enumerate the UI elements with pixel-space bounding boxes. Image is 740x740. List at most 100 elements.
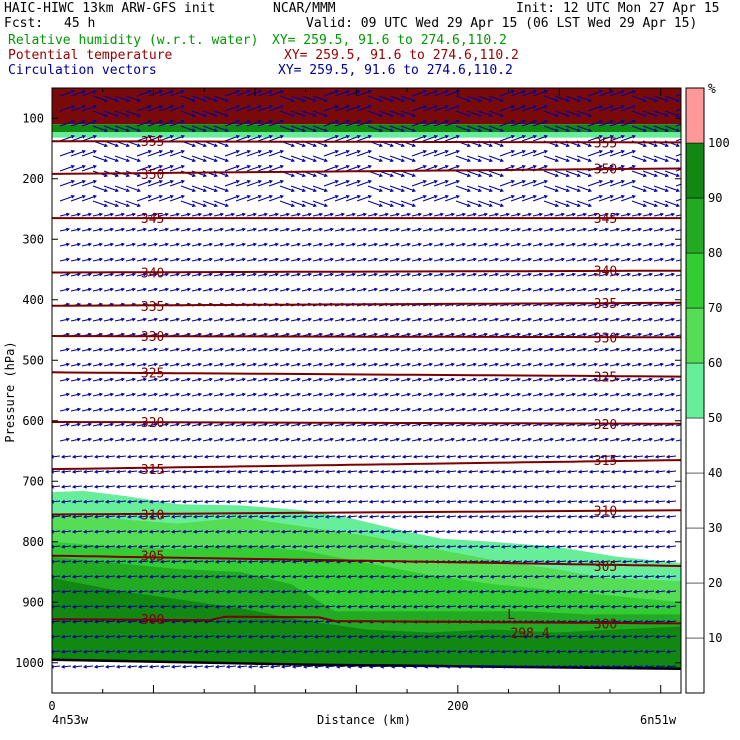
wind-vector-head <box>582 272 588 277</box>
wind-vector <box>114 213 125 217</box>
wind-vector <box>565 333 576 337</box>
wind-vector-head <box>401 484 406 489</box>
wind-vector-head <box>395 212 401 217</box>
wind-vector <box>609 303 620 307</box>
wind-vector-head <box>307 347 313 352</box>
wind-vector-head <box>131 422 137 427</box>
wind-vector-head <box>191 113 196 117</box>
wind-vector <box>116 455 127 458</box>
wind-vector-head <box>373 227 379 232</box>
wind-vector <box>270 635 281 638</box>
wind-vector <box>270 515 281 518</box>
wind-vector <box>270 650 281 653</box>
wind-vector-head <box>202 158 207 162</box>
wind-vector-head <box>208 287 214 292</box>
wind-vector-head <box>626 332 632 337</box>
wind-vector <box>631 408 642 412</box>
theta-label-330: 330 <box>594 331 617 346</box>
wind-vector <box>554 348 565 352</box>
wind-vector-head <box>554 143 559 147</box>
wind-vector <box>125 438 136 442</box>
wind-vector-head <box>461 212 467 217</box>
wind-vector <box>380 605 391 608</box>
wind-vector-head <box>653 158 658 162</box>
wind-vector-head <box>654 634 659 639</box>
wind-vector-head <box>235 135 240 139</box>
wind-vector-head <box>296 407 302 412</box>
wind-vector-head <box>197 257 203 262</box>
wind-vector-head <box>313 544 318 549</box>
wind-vector-head <box>87 347 93 352</box>
wind-vector <box>565 348 576 352</box>
wind-vector-head <box>483 212 489 217</box>
wind-vector <box>83 545 94 548</box>
wind-vector <box>61 650 72 653</box>
wind-vector-head <box>604 287 610 292</box>
wind-vector <box>72 635 83 638</box>
wind-vector <box>466 155 482 162</box>
wind-vector-head <box>362 377 368 382</box>
wind-vector <box>314 665 325 668</box>
wind-vector-head <box>626 362 632 367</box>
wind-vector <box>158 363 169 367</box>
wind-vector-head <box>345 180 350 184</box>
wind-vector-head <box>423 469 428 474</box>
wind-vector-head <box>412 514 417 519</box>
wind-vector-head <box>445 649 450 654</box>
wind-vector-head <box>208 347 214 352</box>
wind-vector-head <box>60 604 65 609</box>
wind-vector <box>521 408 532 412</box>
colorbar-swatch <box>685 637 705 694</box>
wind-vector <box>136 423 147 427</box>
wind-vector-head <box>225 499 230 504</box>
wind-vector-head <box>472 287 478 292</box>
wind-vector <box>369 470 380 473</box>
wind-vector-head <box>241 392 247 397</box>
wind-vector-head <box>93 499 98 504</box>
wind-vector-head <box>104 574 109 579</box>
wind-vector <box>72 560 83 563</box>
wind-vector <box>675 108 681 112</box>
wind-vector-head <box>467 484 472 489</box>
wind-vector <box>367 393 378 397</box>
wind-vector <box>94 560 105 563</box>
wind-vector <box>237 560 248 563</box>
wind-vector <box>193 620 204 623</box>
wind-vector <box>268 135 284 142</box>
wind-vector <box>83 485 94 488</box>
wind-vector <box>666 560 677 563</box>
wind-vector-head <box>390 634 395 639</box>
wind-vector-head <box>675 188 680 192</box>
wind-vector-head <box>566 589 571 594</box>
wind-vector <box>92 185 108 192</box>
wind-vector-head <box>175 347 181 352</box>
wind-vector <box>213 273 224 277</box>
wind-vector <box>444 318 455 322</box>
wind-vector-head <box>114 98 119 102</box>
wind-vector <box>644 455 655 458</box>
wind-vector-head <box>675 173 680 177</box>
wind-vector <box>92 125 108 132</box>
wind-vector <box>257 288 268 292</box>
wind-vector-head <box>70 195 75 199</box>
wind-vector-head <box>621 514 626 519</box>
wind-vector-head <box>373 242 379 247</box>
wind-vector <box>378 200 394 207</box>
wind-vector-head <box>632 514 637 519</box>
wind-vector <box>92 348 103 352</box>
wind-vector-head <box>577 484 582 489</box>
wind-vector-head <box>670 212 676 217</box>
wind-vector-head <box>439 227 445 232</box>
wind-vector <box>644 500 655 503</box>
wind-vector <box>160 605 171 608</box>
wind-vector <box>413 545 424 548</box>
wind-vector <box>136 438 147 442</box>
wind-vector <box>554 273 565 277</box>
wind-vector-head <box>290 98 295 102</box>
wind-vector-head <box>411 98 416 102</box>
wind-vector <box>279 348 290 352</box>
wind-vector-head <box>236 619 241 624</box>
wind-vector <box>303 515 314 518</box>
wind-vector <box>136 363 147 367</box>
wind-vector <box>160 485 171 488</box>
